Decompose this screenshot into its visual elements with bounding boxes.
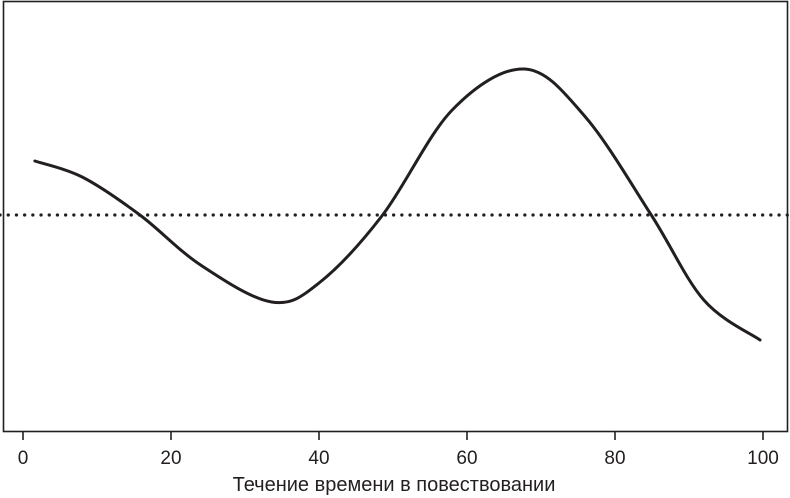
x-axis-ticks [22, 431, 764, 440]
plot-frame [2, 0, 789, 433]
x-axis-tick-labels: 0 20 40 60 80 100 [18, 448, 779, 469]
narrative-curve [33, 67, 762, 342]
x-axis-label: Течение времени в повествовании [233, 474, 556, 496]
x-tick-label: 80 [604, 448, 625, 469]
x-tick-label: 60 [456, 448, 477, 469]
x-tick-label: 100 [747, 448, 779, 469]
x-tick-label: 20 [160, 448, 181, 469]
x-tick-label: 0 [18, 448, 29, 469]
x-tick-label: 40 [308, 448, 329, 469]
